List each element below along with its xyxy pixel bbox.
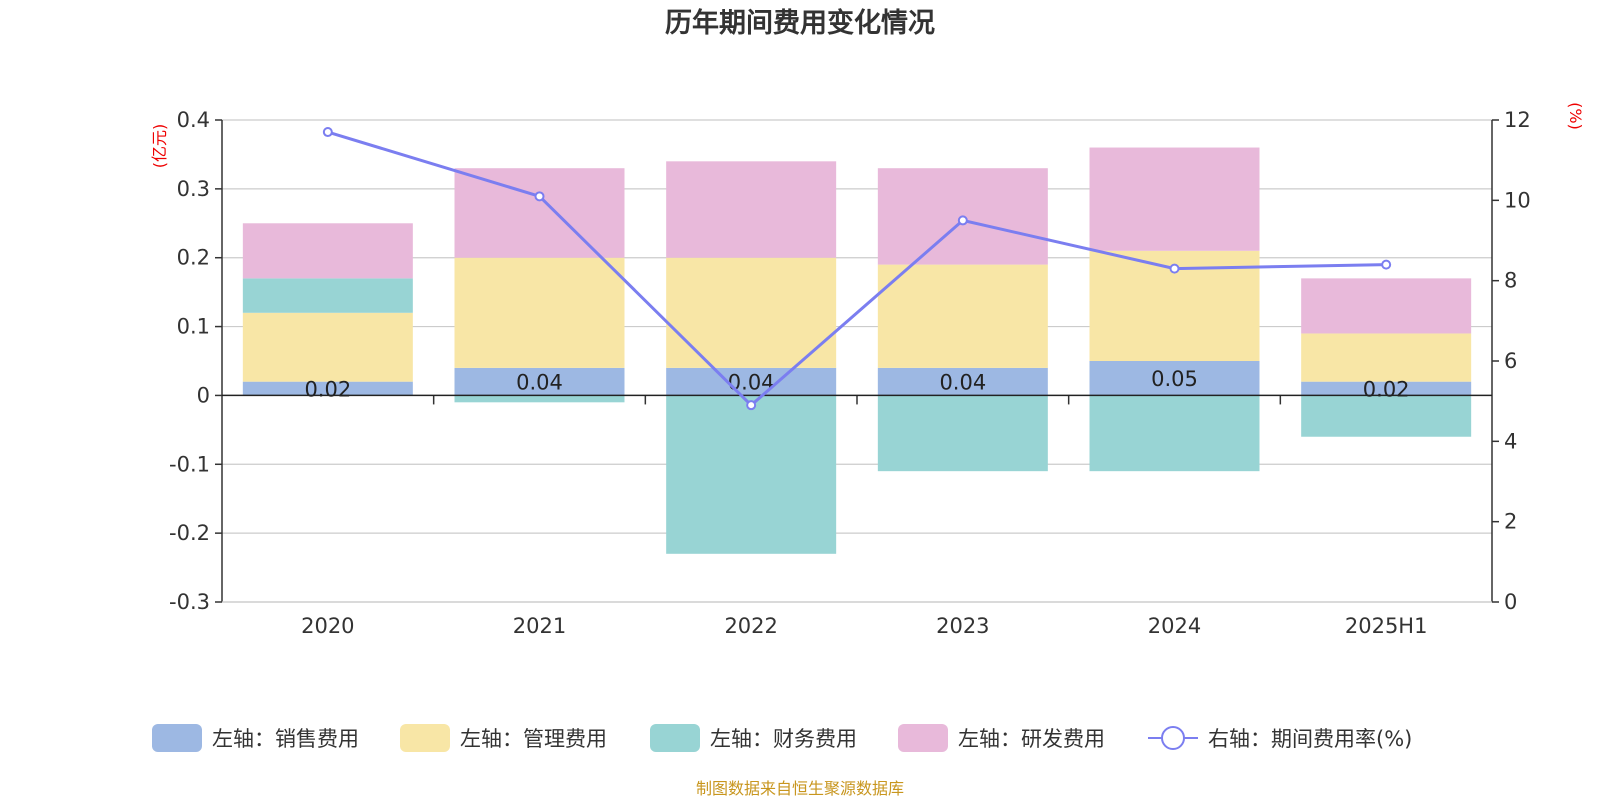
line-point bbox=[957, 215, 968, 226]
line-series bbox=[327, 130, 1387, 408]
legend-swatch bbox=[400, 724, 450, 752]
left-tick-label: 0.2 bbox=[177, 246, 210, 270]
line-point bbox=[1381, 259, 1392, 270]
source-note: 制图数据来自恒生聚源数据库 bbox=[696, 779, 904, 798]
left-tick-label: -0.1 bbox=[169, 452, 210, 476]
bar-管理费用 bbox=[877, 264, 1048, 368]
bar-研发费用 bbox=[454, 168, 625, 258]
line-point bbox=[746, 400, 757, 411]
bar-销售费用 bbox=[1301, 381, 1472, 396]
grid-lines bbox=[222, 119, 1492, 603]
left-tick-label: 0.3 bbox=[177, 177, 210, 201]
category-label: 2022 bbox=[724, 614, 777, 638]
bar-研发费用 bbox=[1301, 278, 1472, 334]
bar-研发费用 bbox=[1089, 147, 1260, 251]
right-tick-label: 4 bbox=[1504, 429, 1517, 453]
bar-销售费用 bbox=[454, 367, 625, 396]
data-label: 0.02 bbox=[304, 378, 351, 402]
right-tick-label: 10 bbox=[1504, 188, 1531, 212]
right-tick-label: 2 bbox=[1504, 510, 1517, 534]
bar-管理费用 bbox=[454, 257, 625, 368]
bar-财务费用 bbox=[1089, 395, 1260, 472]
left-tick-label: 0.1 bbox=[177, 315, 210, 339]
legend-label: 左轴：销售费用 bbox=[212, 727, 359, 751]
right-tick-label: 6 bbox=[1504, 349, 1517, 373]
bar-财务费用 bbox=[242, 278, 413, 313]
data-label: 0.05 bbox=[1151, 367, 1198, 391]
left-tick-label: -0.2 bbox=[169, 521, 210, 545]
right-tick-label: 0 bbox=[1504, 590, 1517, 614]
bar-财务费用 bbox=[666, 395, 837, 554]
category-label: 2020 bbox=[301, 614, 354, 638]
category-label: 2025H1 bbox=[1345, 614, 1428, 638]
bar-财务费用 bbox=[877, 395, 1048, 472]
right-tick-label: 8 bbox=[1504, 269, 1517, 293]
legend-swatch bbox=[650, 724, 700, 752]
data-label: 0.04 bbox=[939, 371, 986, 395]
bar-layer bbox=[242, 147, 1472, 554]
bar-财务费用 bbox=[454, 395, 625, 403]
legend-swatch bbox=[152, 724, 202, 752]
bar-研发费用 bbox=[242, 223, 413, 279]
bar-销售费用 bbox=[242, 381, 413, 396]
left-unit-label: (亿元) bbox=[150, 124, 169, 169]
line-point bbox=[322, 127, 333, 138]
bar-销售费用 bbox=[877, 367, 1048, 396]
bar-财务费用 bbox=[1301, 395, 1472, 437]
data-label: 0.02 bbox=[1363, 378, 1410, 402]
legend-swatch bbox=[898, 724, 948, 752]
legend-marker bbox=[1161, 726, 1185, 750]
left-tick-label: -0.3 bbox=[169, 590, 210, 614]
bar-研发费用 bbox=[666, 161, 837, 258]
legend-label: 左轴：研发费用 bbox=[958, 727, 1105, 751]
data-label: 0.04 bbox=[516, 371, 563, 395]
category-label: 2024 bbox=[1148, 614, 1201, 638]
right-unit-label: (%) bbox=[1566, 102, 1585, 130]
legend-label: 右轴：期间费用率(%) bbox=[1208, 727, 1412, 751]
legend-label: 左轴：管理费用 bbox=[460, 727, 607, 751]
bar-管理费用 bbox=[1301, 333, 1472, 382]
legend-label: 左轴：财务费用 bbox=[710, 727, 857, 751]
chart-title: 历年期间费用变化情况 bbox=[665, 7, 935, 39]
bar-销售费用 bbox=[666, 367, 837, 396]
right-tick-label: 12 bbox=[1504, 108, 1531, 132]
legend: 左轴：销售费用 左轴：管理费用 左轴：财务费用 左轴：研发费用 右轴：期间费用率(%) bbox=[152, 724, 1412, 752]
line-layer bbox=[322, 127, 1392, 411]
axes: -0.3 -0.2 -0.1 0 0.1 0.2 0.3 0.4 0 2 4 6 8 10 12 (亿元) (%… bbox=[150, 102, 1585, 638]
bar-销售费用 bbox=[1089, 361, 1260, 396]
line-point bbox=[534, 191, 545, 202]
left-tick-label: 0 bbox=[197, 383, 210, 407]
category-label: 2021 bbox=[513, 614, 566, 638]
category-label: 2023 bbox=[936, 614, 989, 638]
left-tick-label: 0.4 bbox=[177, 108, 210, 132]
bar-管理费用 bbox=[242, 312, 413, 382]
line-point bbox=[1169, 263, 1180, 274]
